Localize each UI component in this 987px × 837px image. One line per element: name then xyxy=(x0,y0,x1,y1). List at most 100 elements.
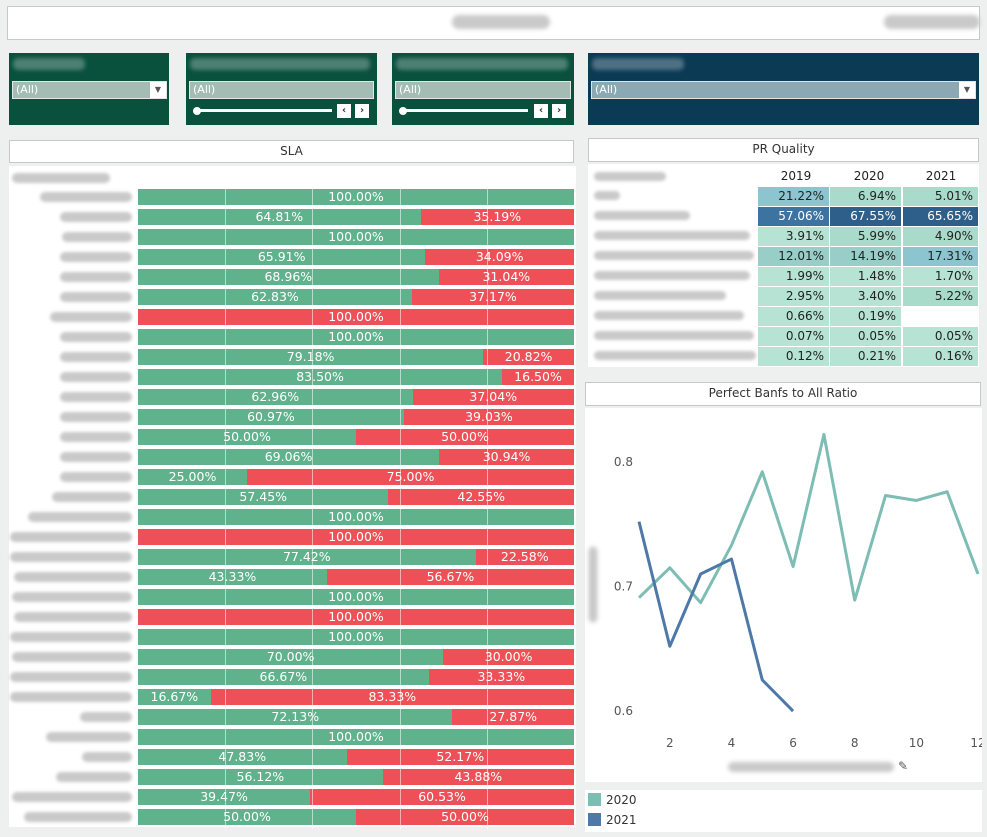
sla-bar-met[interactable]: 47.83% xyxy=(138,749,347,765)
sla-bar-missed[interactable]: 30.00% xyxy=(443,649,574,665)
sla-bar-met[interactable]: 100.00% xyxy=(138,329,574,345)
sla-bar-met[interactable]: 39.47% xyxy=(138,789,311,805)
pr-quality-cell[interactable]: 4.90% xyxy=(903,227,979,246)
pr-quality-cell[interactable]: 0.12% xyxy=(758,347,830,366)
year-slider-track[interactable] xyxy=(196,109,332,112)
sla-bar-met[interactable]: 77.42% xyxy=(138,549,476,565)
pr-quality-cell[interactable]: 3.91% xyxy=(758,227,830,246)
sla-bar-missed[interactable]: 30.94% xyxy=(439,449,574,465)
sla-bar-met[interactable]: 60.97% xyxy=(138,409,404,425)
sla-bar-met[interactable]: 100.00% xyxy=(138,189,574,205)
pr-quality-cell[interactable]: 5.01% xyxy=(903,187,979,206)
sla-bar-met[interactable]: 100.00% xyxy=(138,729,574,745)
pr-quality-cell[interactable]: 0.19% xyxy=(830,307,902,326)
sla-bar-missed[interactable]: 34.09% xyxy=(425,249,574,265)
sla-bar-met[interactable]: 43.33% xyxy=(138,569,327,585)
pr-quality-cell[interactable]: 67.55% xyxy=(830,207,902,226)
pr-quality-cell[interactable]: 1.99% xyxy=(758,267,830,286)
sla-bar-missed[interactable]: 60.53% xyxy=(310,789,574,805)
pr-quality-cell[interactable]: 1.70% xyxy=(903,267,979,286)
sla-bar-met[interactable]: 83.50% xyxy=(138,369,503,385)
sla-bar-missed[interactable]: 39.03% xyxy=(403,409,574,425)
sla-bar-met[interactable]: 65.91% xyxy=(138,249,426,265)
pr-quality-cell[interactable]: 5.22% xyxy=(903,287,979,306)
pr-quality-cell[interactable]: 0.66% xyxy=(758,307,830,326)
sla-bar-missed[interactable]: 43.88% xyxy=(382,769,574,785)
sla-bar-missed[interactable]: 16.50% xyxy=(502,369,574,385)
sla-bar-missed[interactable]: 42.55% xyxy=(388,489,574,505)
sla-bar-met[interactable]: 100.00% xyxy=(138,589,574,605)
sla-bar-missed[interactable]: 20.82% xyxy=(483,349,574,365)
sla-bar-missed[interactable]: 56.67% xyxy=(326,569,574,585)
series-line-2021[interactable] xyxy=(637,521,795,713)
chevron-down-icon[interactable]: ▼ xyxy=(150,82,166,98)
sla-bar-met[interactable]: 50.00% xyxy=(138,809,356,825)
filter-source-code[interactable]: (All) ▼ xyxy=(9,53,169,125)
sla-bar-met[interactable]: 72.13% xyxy=(138,709,453,725)
filter-group-company[interactable]: (All) ▼ xyxy=(588,53,979,125)
pr-quality-cell[interactable]: 0.05% xyxy=(830,327,902,346)
group-company-select[interactable]: (All) ▼ xyxy=(591,81,976,99)
pr-quality-cell[interactable]: 0.21% xyxy=(830,347,902,366)
series-line-2020[interactable] xyxy=(637,432,980,605)
month-select[interactable]: (All) xyxy=(395,81,571,99)
sla-bar-missed[interactable]: 100.00% xyxy=(138,529,574,545)
pr-quality-cell[interactable]: 0.16% xyxy=(903,347,979,366)
source-code-select[interactable]: (All) ▼ xyxy=(12,81,167,99)
sla-bar-missed[interactable]: 50.00% xyxy=(356,809,574,825)
sla-bar-missed[interactable]: 52.17% xyxy=(346,749,574,765)
sla-bar-missed[interactable]: 37.17% xyxy=(411,289,574,305)
pr-quality-cell[interactable]: 17.31% xyxy=(903,247,979,266)
sla-bar-missed[interactable]: 33.33% xyxy=(428,669,574,685)
sla-bar-missed[interactable]: 31.04% xyxy=(438,269,574,285)
pr-quality-cell[interactable]: 2.95% xyxy=(758,287,830,306)
month-slider-track[interactable] xyxy=(402,109,528,112)
pr-quality-cell[interactable]: 21.22% xyxy=(758,187,830,206)
sla-bar-missed[interactable]: 100.00% xyxy=(138,609,574,625)
sla-bar-met[interactable]: 56.12% xyxy=(138,769,383,785)
pr-quality-cell[interactable]: 3.40% xyxy=(830,287,902,306)
sla-bar-met[interactable]: 68.96% xyxy=(138,269,439,285)
sla-bar-missed[interactable]: 50.00% xyxy=(356,429,574,445)
pin-icon[interactable]: ✎ xyxy=(898,759,909,773)
sla-bar-missed[interactable]: 83.33% xyxy=(210,689,574,705)
pr-quality-cell[interactable]: 65.65% xyxy=(903,207,979,226)
sla-bar-met[interactable]: 62.96% xyxy=(138,389,413,405)
sla-bar-met[interactable]: 16.67% xyxy=(138,689,211,705)
sla-bar-met[interactable]: 62.83% xyxy=(138,289,412,305)
sla-bar-met[interactable]: 70.00% xyxy=(138,649,444,665)
year-select[interactable]: (All) xyxy=(189,81,374,99)
pr-quality-cell[interactable] xyxy=(903,307,979,326)
sla-bar-met[interactable]: 100.00% xyxy=(138,229,574,245)
year-prev-button[interactable]: ‹ xyxy=(337,104,351,118)
pr-quality-cell[interactable]: 57.06% xyxy=(758,207,830,226)
pr-quality-cell[interactable]: 12.01% xyxy=(758,247,830,266)
pr-quality-cell[interactable]: 0.07% xyxy=(758,327,830,346)
pr-quality-cell[interactable]: 5.99% xyxy=(830,227,902,246)
sla-bar-missed[interactable]: 75.00% xyxy=(247,469,574,485)
month-slider-handle[interactable] xyxy=(399,107,407,115)
sla-bar-missed[interactable]: 22.58% xyxy=(475,549,574,565)
year-next-button[interactable]: › xyxy=(355,104,369,118)
sla-bar-met[interactable]: 66.67% xyxy=(138,669,429,685)
sla-bar-missed[interactable]: 35.19% xyxy=(420,209,574,225)
pr-quality-cell[interactable]: 14.19% xyxy=(830,247,902,266)
pr-quality-cell[interactable]: 1.48% xyxy=(830,267,902,286)
sla-bar-met[interactable]: 100.00% xyxy=(138,509,574,525)
year-slider-handle[interactable] xyxy=(193,107,201,115)
sla-bar-missed[interactable]: 27.87% xyxy=(452,709,574,725)
chevron-down-icon[interactable]: ▼ xyxy=(959,82,975,98)
sla-bar-met[interactable]: 69.06% xyxy=(138,449,440,465)
filter-year[interactable]: (All) ‹ › xyxy=(186,53,377,125)
pr-quality-cell[interactable]: 6.94% xyxy=(830,187,902,206)
sla-bar-missed[interactable]: 100.00% xyxy=(138,309,574,325)
sla-bar-met[interactable]: 25.00% xyxy=(138,469,247,485)
month-prev-button[interactable]: ‹ xyxy=(534,104,548,118)
sla-bar-met[interactable]: 57.45% xyxy=(138,489,389,505)
sla-bar-missed[interactable]: 37.04% xyxy=(412,389,574,405)
sla-bar-met[interactable]: 50.00% xyxy=(138,429,356,445)
sla-bar-met[interactable]: 64.81% xyxy=(138,209,421,225)
sla-bar-met[interactable]: 100.00% xyxy=(138,629,574,645)
pr-quality-cell[interactable]: 0.05% xyxy=(903,327,979,346)
filter-month[interactable]: (All) ‹ › xyxy=(392,53,574,125)
